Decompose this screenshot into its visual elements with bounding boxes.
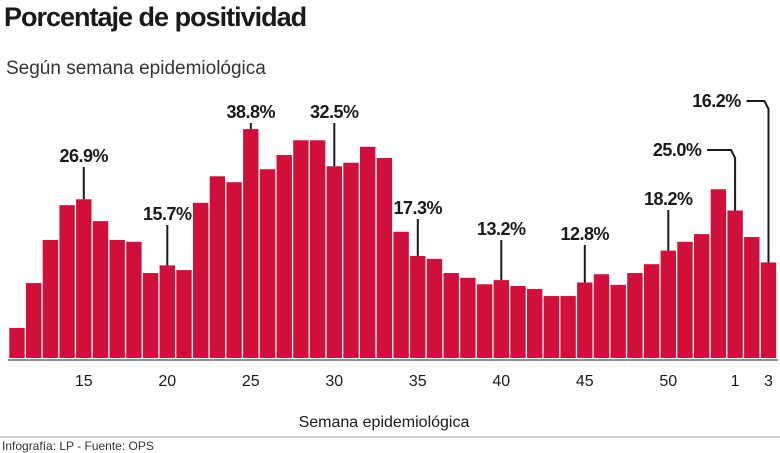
x-tick-label: 25 (242, 373, 260, 390)
bar (694, 234, 710, 358)
x-axis-title: Semana epidemiológica (299, 414, 470, 431)
data-label: 26.9% (60, 146, 109, 166)
bar (343, 162, 359, 358)
bar (760, 262, 777, 358)
bar (259, 169, 276, 358)
bar (593, 274, 610, 358)
bar (9, 327, 25, 358)
bar (26, 283, 42, 358)
bar (209, 176, 226, 358)
bar (376, 157, 393, 358)
x-tick-label: 50 (659, 373, 677, 390)
x-tick-label: 35 (409, 373, 427, 390)
bar (727, 210, 743, 358)
bar (76, 199, 92, 358)
leader-line (707, 149, 737, 211)
bar (493, 280, 509, 358)
bar (560, 296, 576, 358)
chart-title: Porcentaje de positividad (4, 2, 306, 32)
bar (643, 264, 660, 358)
bar (527, 288, 543, 358)
data-label: 38.8% (227, 102, 276, 122)
bar (142, 273, 159, 358)
x-tick-label: 3 (764, 373, 773, 390)
bar (92, 221, 109, 358)
bar (710, 189, 727, 358)
bar (660, 250, 676, 358)
data-label: 15.7% (143, 204, 192, 224)
bar (610, 284, 626, 358)
bar (193, 202, 209, 358)
bar (744, 237, 760, 358)
bar (360, 146, 376, 358)
bar (543, 296, 560, 358)
data-label: 12.8% (561, 224, 610, 244)
bar (159, 265, 175, 358)
bar (293, 140, 309, 358)
bar (276, 155, 292, 358)
bar (426, 258, 443, 358)
data-label: 17.3% (394, 198, 443, 218)
data-label: 18.2% (644, 189, 693, 209)
bar (243, 129, 259, 358)
bar (476, 284, 493, 358)
x-tick-label: 45 (576, 373, 594, 390)
bar (393, 231, 409, 358)
bar (59, 205, 75, 358)
bar (677, 241, 693, 358)
bar (410, 255, 426, 358)
bar (176, 270, 192, 358)
source: Infografía: LP - Fuente: OPS (2, 439, 154, 453)
bar (126, 241, 142, 358)
x-tick-label: 40 (492, 373, 510, 390)
x-tick-label: 30 (325, 373, 343, 390)
x-tick-label: 1 (731, 373, 740, 390)
chart-subtitle: Según semana epidemiológica (6, 58, 266, 79)
data-label: 13.2% (477, 219, 526, 239)
bar (309, 140, 326, 358)
data-label: 32.5% (310, 102, 359, 122)
x-tick-label: 20 (158, 373, 176, 390)
x-tick-label: 15 (75, 373, 93, 390)
bar (42, 240, 59, 358)
bar (460, 277, 476, 358)
data-label: 16.2% (692, 91, 741, 111)
bar (627, 273, 643, 358)
bar (577, 282, 593, 358)
bar (510, 286, 526, 358)
bar (109, 240, 125, 358)
bar (326, 166, 342, 358)
data-label: 25.0% (653, 140, 702, 160)
bar (443, 273, 459, 358)
leader-line (746, 100, 770, 263)
bar (226, 182, 242, 358)
